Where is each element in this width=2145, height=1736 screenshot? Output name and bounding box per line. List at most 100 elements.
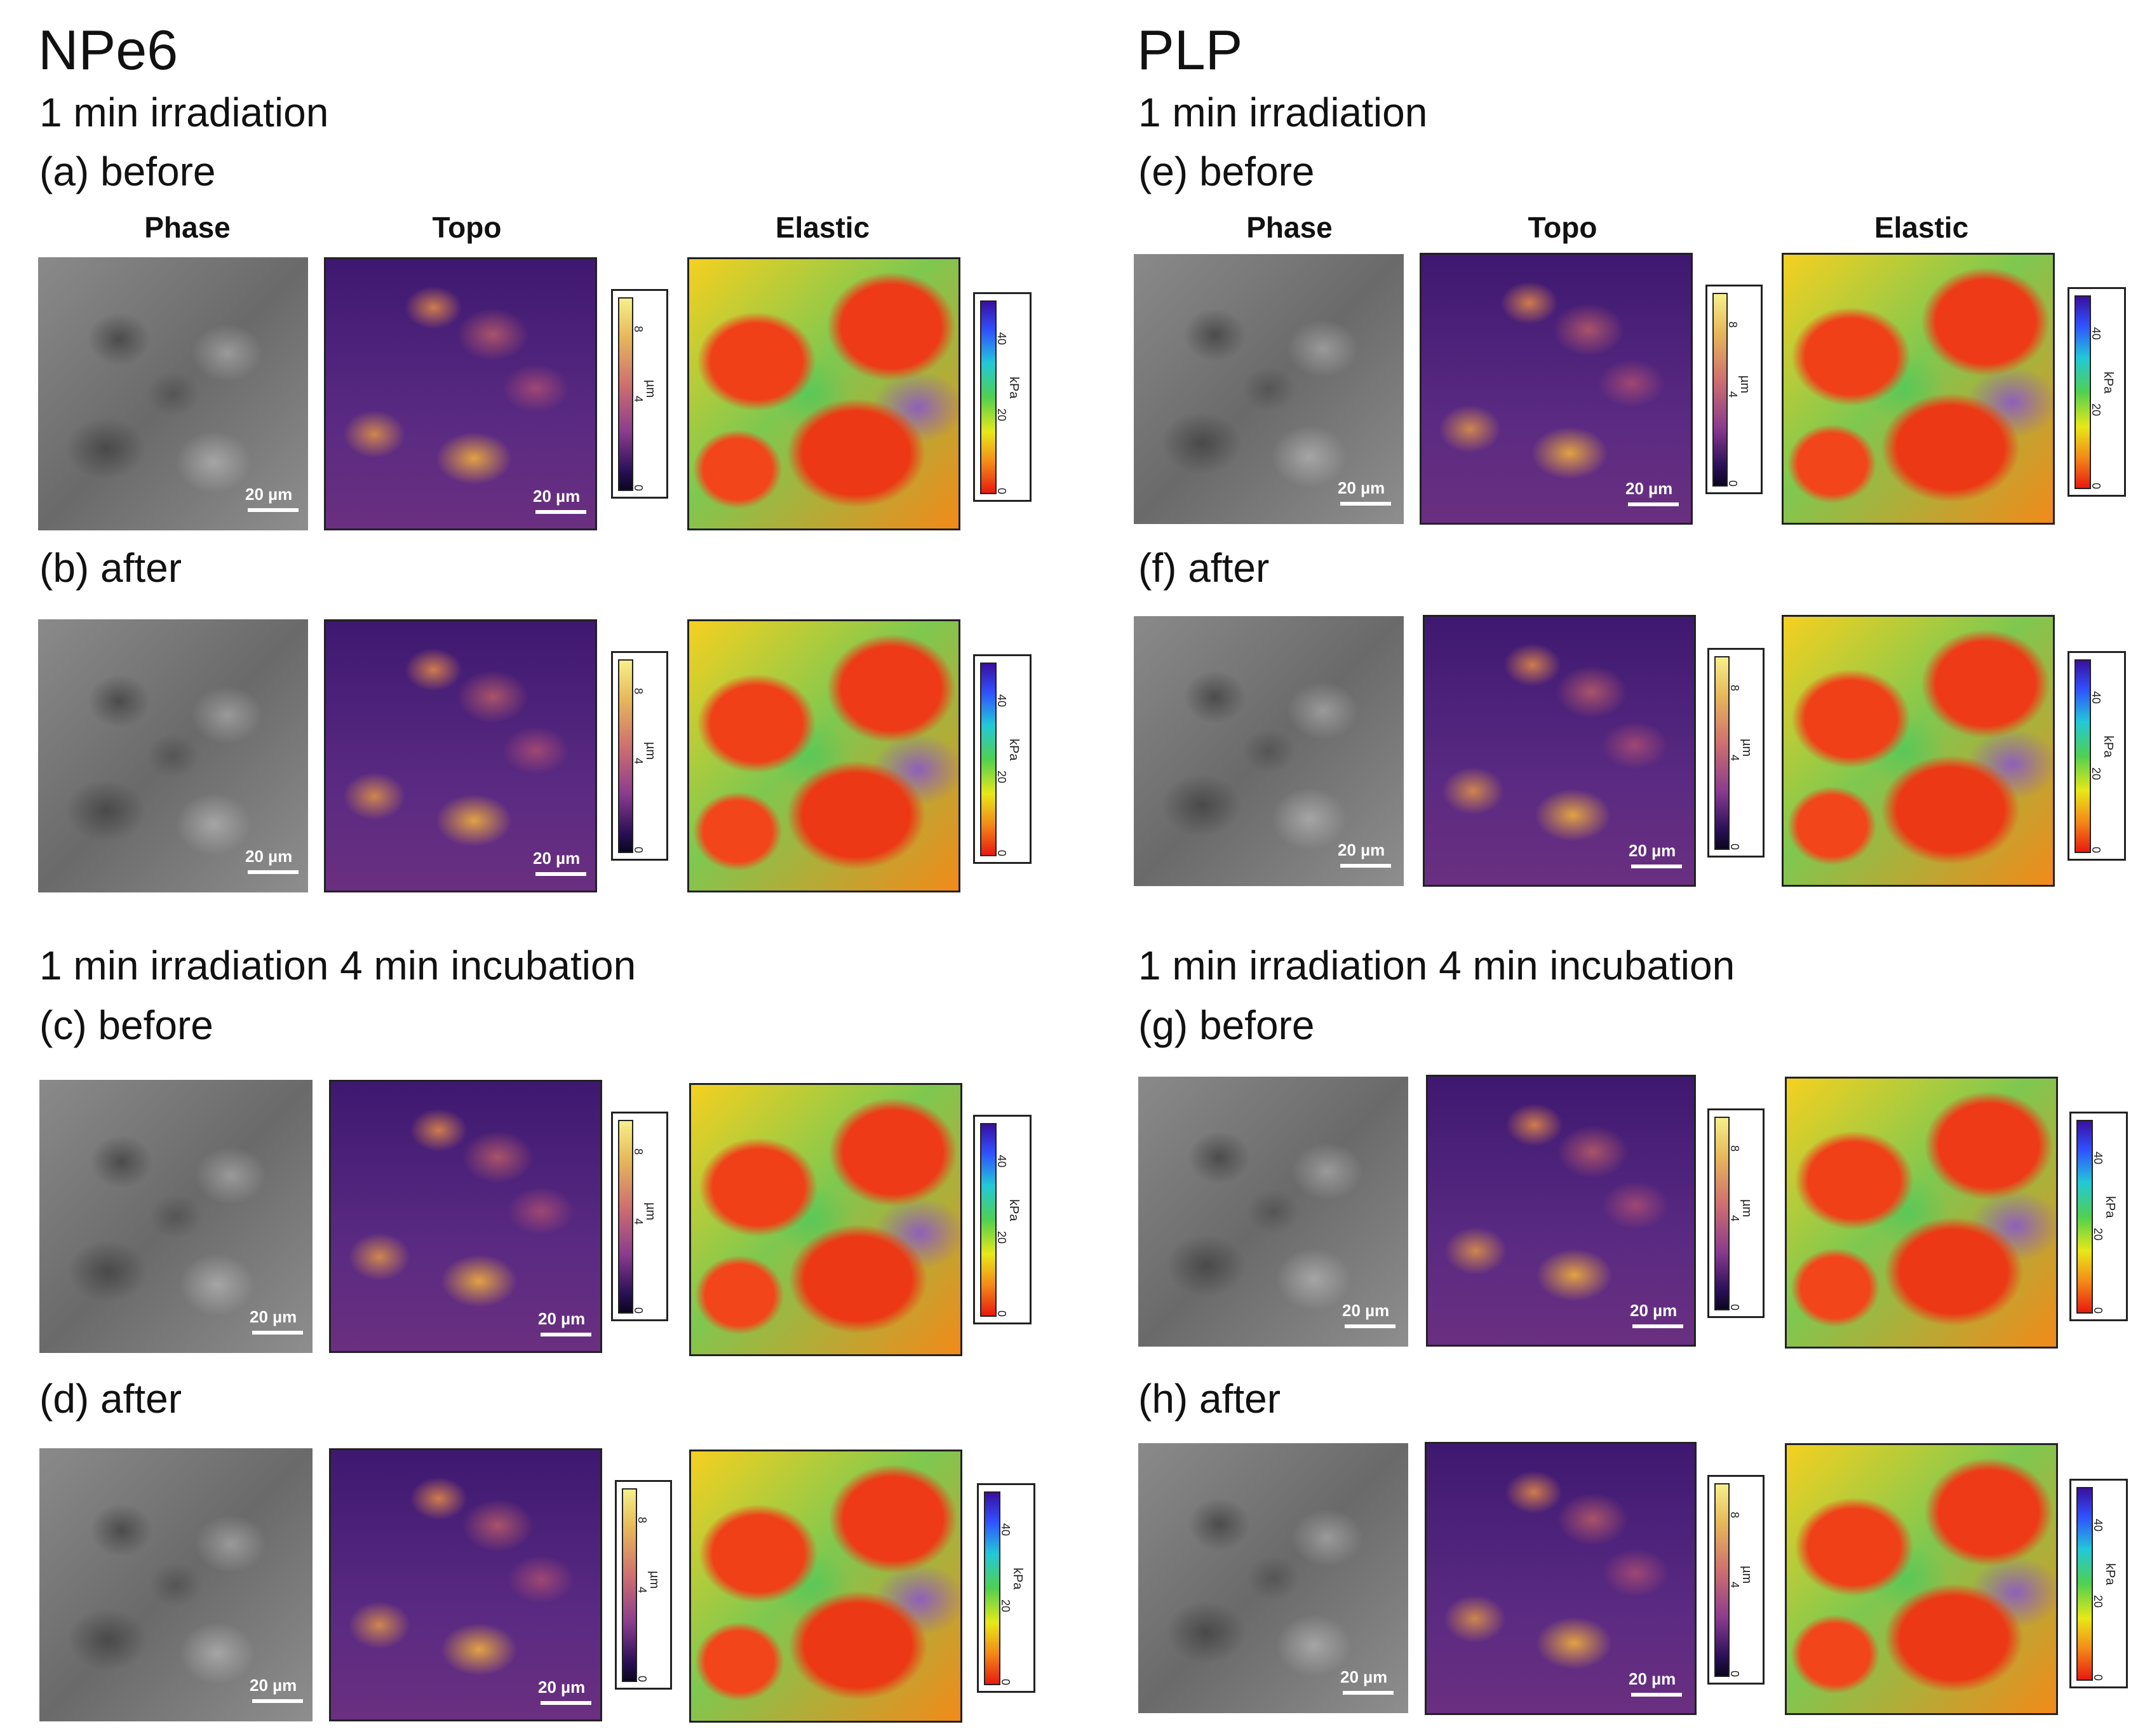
scale-bar-label: 20 µm (533, 849, 581, 868)
scale-bar-label: 20 µm (1630, 1301, 1678, 1320)
elastic-colorbar-unit: kPa (1011, 1568, 1025, 1590)
scale-bar-label: 20 µm (538, 1678, 586, 1697)
scale-bar (1631, 865, 1682, 868)
tick-label: 20 (995, 770, 1008, 784)
panel-label-a: (a) before (39, 149, 216, 194)
elastic-image-c (689, 1083, 962, 1356)
tick-label: 40 (995, 694, 1008, 708)
scale-bar (1340, 502, 1391, 506)
elastic-colorbar-a: kPa 0 20 40 (973, 292, 1032, 502)
tick-label: 40 (2092, 1519, 2104, 1532)
topo-colorbar-unit: µm (1740, 739, 1754, 757)
phase-image-g: 20 µm (1138, 1077, 1408, 1347)
topo-colorbar-a: µm 0 4 8 (611, 289, 668, 499)
panel-label-f: (f) after (1138, 545, 1270, 591)
phase-image-f: 20 µm (1134, 616, 1404, 886)
tick-label: 20 (2092, 1595, 2104, 1608)
elastic-colorbar-unit: kPa (1007, 739, 1021, 761)
tick-label: 0 (632, 485, 645, 492)
scale-bar-label: 20 µm (245, 485, 293, 504)
right-condition-2: 1 min irradiation 4 min incubation (1138, 943, 1735, 988)
panel-label-d: (d) after (39, 1376, 182, 1422)
elastic-colorbar-b: kPa 0 20 40 (973, 654, 1032, 864)
tick-label: 4 (1728, 1215, 1741, 1222)
panel-label-c: (c) before (39, 1002, 213, 1048)
tick-label: 40 (2092, 1152, 2104, 1165)
tick-label: 4 (1726, 391, 1739, 398)
tick-label: 20 (2090, 767, 2102, 781)
tick-label: 0 (1726, 480, 1739, 487)
scale-bar-label: 20 µm (1340, 1667, 1388, 1686)
phase-image-a: 20 µm (38, 257, 308, 530)
scale-bar (535, 872, 586, 876)
topo-colorbar-unit: µm (647, 1571, 661, 1589)
column-header-phase: Phase (144, 211, 231, 244)
tick-label: 0 (2090, 847, 2102, 854)
tick-label: 0 (995, 1310, 1008, 1317)
topo-image-a: 20 µm (324, 257, 597, 530)
right-drug-title: PLP (1137, 18, 1243, 81)
phase-image-c: 20 µm (39, 1080, 313, 1353)
tick-label: 0 (995, 488, 1008, 495)
topo-colorbar-f: µm 0 4 8 (1707, 648, 1765, 858)
topo-colorbar-unit: µm (1738, 375, 1752, 394)
tick-label: 8 (632, 326, 645, 333)
tick-label: 8 (636, 1517, 649, 1524)
elastic-image-b (687, 619, 960, 892)
topo-image-e: 20 µm (1420, 253, 1693, 525)
left-condition-1: 1 min irradiation (39, 90, 329, 135)
scale-bar-label: 20 µm (250, 1676, 297, 1695)
elastic-colorbar-g: kPa 0 20 40 (2069, 1112, 2128, 1321)
elastic-image-h (1785, 1443, 2058, 1715)
topo-colorbar-unit: µm (1740, 1566, 1754, 1584)
scale-bar (1340, 864, 1391, 868)
tick-label: 20 (2090, 403, 2102, 417)
panel-label-e: (e) before (1138, 149, 1315, 194)
elastic-image-a (687, 257, 960, 530)
scale-bar (1632, 1324, 1683, 1328)
scale-bar-label: 20 µm (1625, 479, 1673, 498)
tick-label: 0 (995, 850, 1008, 857)
elastic-colorbar-unit: kPa (2101, 372, 2115, 394)
scale-bar (252, 1331, 303, 1335)
scale-bar (1345, 1324, 1395, 1328)
topo-colorbar-b: µm 0 4 8 (611, 651, 668, 861)
scale-bar (248, 508, 299, 512)
topo-image-b: 20 µm (324, 619, 597, 892)
elastic-colorbar-unit: kPa (1007, 377, 1021, 399)
topo-colorbar-g: µm 0 4 8 (1707, 1108, 1765, 1318)
scale-bar (252, 1699, 303, 1703)
tick-label: 0 (2092, 1674, 2104, 1681)
topo-image-c: 20 µm (329, 1080, 602, 1353)
tick-label: 4 (1728, 755, 1741, 762)
elastic-colorbar-unit: kPa (2101, 736, 2115, 758)
phase-image-h: 20 µm (1138, 1443, 1408, 1713)
topo-colorbar-h: µm 0 4 8 (1707, 1475, 1765, 1685)
scale-bar (541, 1701, 591, 1705)
elastic-image-g (1785, 1077, 2058, 1349)
elastic-colorbar-f: kPa 0 20 40 (2068, 651, 2126, 861)
elastic-colorbar-c: kPa 0 20 40 (973, 1115, 1032, 1324)
tick-label: 8 (632, 1148, 645, 1155)
right-condition-1: 1 min irradiation (1138, 90, 1428, 135)
topo-colorbar-unit: µm (643, 380, 657, 398)
tick-label: 4 (1728, 1582, 1741, 1589)
tick-label: 0 (1728, 1304, 1741, 1311)
topo-image-f: 20 µm (1423, 615, 1696, 887)
scale-bar (248, 870, 299, 874)
tick-label: 40 (995, 1155, 1008, 1168)
column-header-topo: Topo (432, 211, 502, 244)
tick-label: 4 (632, 758, 645, 765)
elastic-image-e (1782, 253, 2055, 525)
tick-label: 0 (1728, 844, 1741, 851)
tick-label: 8 (1728, 1512, 1741, 1519)
scale-bar-label: 20 µm (1338, 478, 1385, 497)
column-header-topo: Topo (1528, 211, 1597, 244)
topo-colorbar-c: µm 0 4 8 (611, 1112, 668, 1321)
tick-label: 40 (999, 1523, 1012, 1537)
tick-label: 20 (999, 1599, 1012, 1613)
elastic-colorbar-unit: kPa (2103, 1196, 2117, 1218)
tick-label: 0 (999, 1679, 1012, 1686)
column-header-elastic: Elastic (775, 211, 870, 244)
scale-bar-label: 20 µm (245, 847, 293, 866)
